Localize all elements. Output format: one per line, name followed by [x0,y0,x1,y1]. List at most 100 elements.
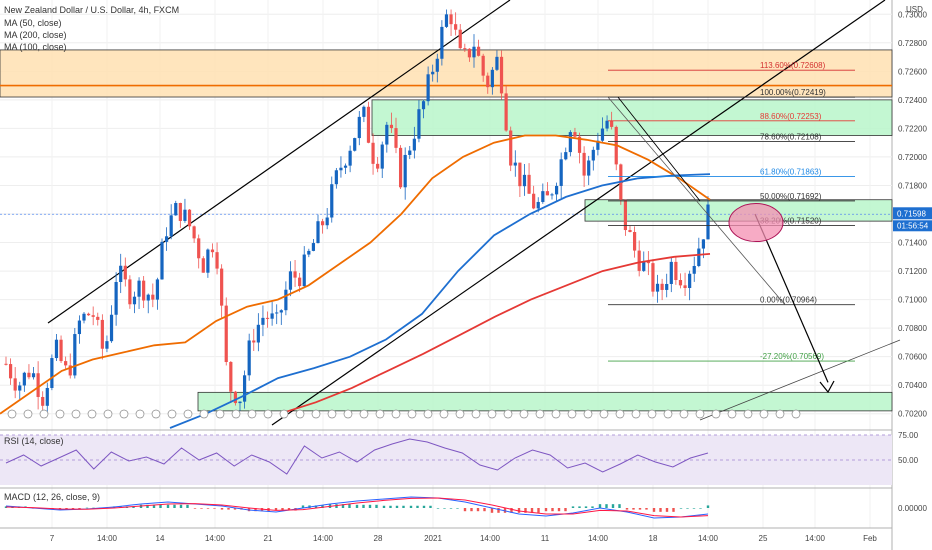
macd-histogram-bar [254,508,257,512]
candle-body [201,258,205,273]
price-tick-label: 0.73000 [898,10,927,19]
event-icon [311,409,321,419]
macd-histogram-bar [314,505,318,508]
candle-body [330,184,334,218]
event-icon [391,409,401,419]
candle-body [394,128,398,148]
candle-body [206,249,210,273]
candle-body [197,238,201,259]
candle-body [270,313,274,319]
candle-body [655,283,660,292]
candle-body [637,250,641,271]
candle-body [215,252,219,269]
candle-body [527,174,531,194]
rsi-title: RSI (14, close) [4,436,64,446]
macd-histogram-bar [402,505,405,508]
price-tick-label: 0.71000 [898,296,927,305]
candle-body [36,373,40,397]
candle-body [54,339,59,359]
event-icon [263,409,273,419]
macd-histogram-bar [389,505,392,508]
macd-histogram-bar [497,508,500,513]
macd-histogram-bar [443,508,446,509]
event-icon [119,409,129,419]
candle-body [68,365,72,376]
candle-body [444,14,449,27]
candle-body [431,71,435,75]
candle-body [610,120,614,127]
candle-body [467,48,472,58]
macd-histogram-bar [348,504,351,508]
candle-body [389,124,394,129]
candle-body [132,296,137,305]
price-tick-label: 0.72400 [898,96,927,105]
macd-histogram-bar [375,504,378,508]
macd-histogram-bar [679,508,683,509]
macd-histogram-bar [382,505,386,508]
candle-body [504,93,508,131]
ma-line-1 [169,173,711,429]
candle-body [275,312,279,314]
candle-body [137,280,141,297]
event-icon [695,409,705,419]
event-icon [711,409,721,419]
event-icon [567,409,577,419]
time-tick-label: 14:00 [588,534,609,543]
macd-histogram-bar [510,508,513,513]
fib-label: -27.20%(0.70569) [760,352,824,361]
fib-label: 50.00%(0.71692) [760,192,822,201]
candle-body [642,261,646,271]
rsi-tick-label: 75.00 [898,431,919,440]
countdown-value: 01:56:54 [897,221,929,230]
candle-body [142,280,146,301]
candle-body [155,279,160,300]
candle-body [256,324,260,343]
macd-histogram-bar [530,508,534,513]
candle-body [472,46,476,58]
candle-body [582,152,586,176]
macd-histogram-bar [200,508,203,509]
macd-histogram-bar [665,508,669,512]
candle-body [564,152,568,160]
candle-body [41,396,45,406]
event-icon [247,409,257,419]
macd-histogram-bar [287,508,291,511]
event-icon [359,409,369,419]
candle-body [646,261,650,264]
candle-body [499,56,504,94]
candle-body [77,320,82,335]
price-tick-label: 0.72200 [898,124,927,133]
candle-body [27,372,31,378]
candle-body [334,170,338,185]
candle-body [183,209,187,221]
candle-body [366,106,371,143]
candle-body [96,316,100,320]
macd-histogram-bar [638,508,642,510]
macd-title: MACD (12, 26, close, 9) [4,492,101,502]
candle-body [284,289,288,311]
candle-body [380,144,384,169]
macd-histogram-bar [524,508,527,513]
candle-body [265,317,270,319]
candle-body [174,202,178,216]
fib-label: 78.60%(0.72108) [760,133,822,142]
candle-body [541,191,545,202]
time-tick-label: 11 [541,534,550,543]
macd-histogram-bar [146,504,149,508]
candle-body [357,116,361,139]
candle-body [348,150,352,166]
macd-histogram-bar [193,508,197,509]
macd-histogram-bar [409,505,413,508]
macd-histogram-bar [659,508,662,512]
event-icon [583,409,593,419]
fib-diagonal [607,96,786,305]
macd-histogram-bar [605,504,608,508]
candle-body [398,147,403,188]
candle-body [481,55,485,76]
price-tick-label: 0.72600 [898,67,927,76]
rsi-line [5,438,709,475]
fib-label: 0.00%(0.70964) [760,296,817,305]
price-tick-label: 0.71200 [898,267,927,276]
macd-histogram-bar [625,508,629,510]
